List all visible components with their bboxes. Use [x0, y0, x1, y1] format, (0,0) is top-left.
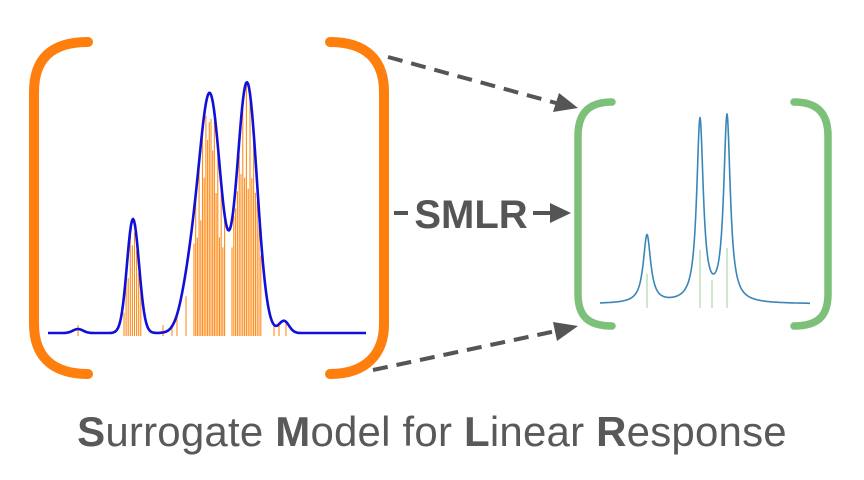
smlr-diagram: SMLR	[29, 37, 832, 379]
caption-text-4: esponse	[626, 408, 787, 455]
caption-initial-l: L	[464, 408, 490, 455]
left-spectrum-curve	[47, 80, 367, 335]
caption-text-1: urrogate	[105, 408, 276, 455]
upper-dashed-arrow	[387, 55, 578, 112]
caption-initial-m: M	[275, 408, 311, 455]
caption-text-2: odel for	[310, 408, 464, 455]
left-spectrum-bracket-open	[29, 37, 93, 379]
left-spectrum-bracket-close	[325, 37, 389, 379]
right-spectrum-curve	[599, 113, 811, 305]
right-spectrum-bracket-close	[790, 98, 832, 330]
right-stick-lines	[646, 248, 728, 308]
right-spectrum-bracket-open	[574, 98, 616, 330]
lower-dashed-arrow	[372, 322, 578, 372]
smlr-arrow	[394, 203, 571, 223]
left-stick-lines	[77, 82, 287, 336]
smlr-arrow-label: SMLR	[414, 193, 527, 237]
caption-initial-r: R	[596, 408, 627, 455]
caption-text-3: inear	[489, 408, 597, 455]
caption: Surrogate Model for Linear Response	[0, 408, 864, 456]
caption-initial-s: S	[77, 408, 106, 455]
